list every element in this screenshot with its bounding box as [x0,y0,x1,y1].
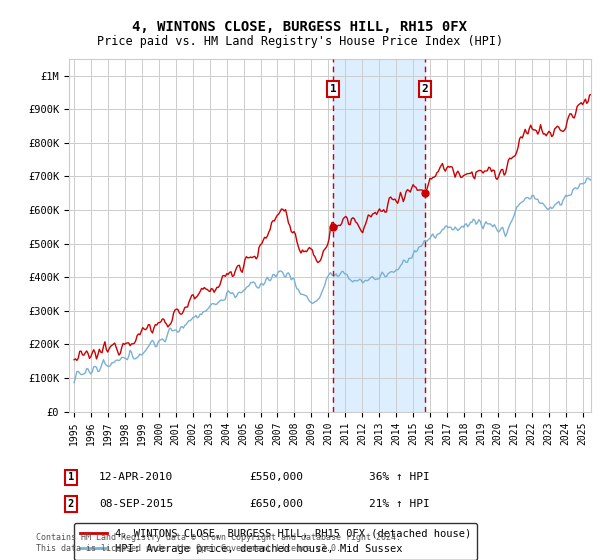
Text: 21% ↑ HPI: 21% ↑ HPI [369,499,430,509]
Legend: 4, WINTONS CLOSE, BURGESS HILL, RH15 0FX (detached house), HPI: Average price, d: 4, WINTONS CLOSE, BURGESS HILL, RH15 0FX… [74,522,478,560]
Text: 08-SEP-2015: 08-SEP-2015 [99,499,173,509]
Bar [333,59,425,412]
Text: 2: 2 [68,499,74,509]
Text: 36% ↑ HPI: 36% ↑ HPI [369,472,430,482]
Text: £550,000: £550,000 [249,472,303,482]
Text: 2: 2 [421,84,428,94]
Text: 4, WINTONS CLOSE, BURGESS HILL, RH15 0FX: 4, WINTONS CLOSE, BURGESS HILL, RH15 0FX [133,20,467,34]
Text: Contains HM Land Registry data © Crown copyright and database right 2024.
This d: Contains HM Land Registry data © Crown c… [36,533,401,553]
Text: £650,000: £650,000 [249,499,303,509]
Text: 12-APR-2010: 12-APR-2010 [99,472,173,482]
Text: 1: 1 [329,84,337,94]
Text: 1: 1 [68,472,74,482]
Text: Price paid vs. HM Land Registry's House Price Index (HPI): Price paid vs. HM Land Registry's House … [97,35,503,48]
